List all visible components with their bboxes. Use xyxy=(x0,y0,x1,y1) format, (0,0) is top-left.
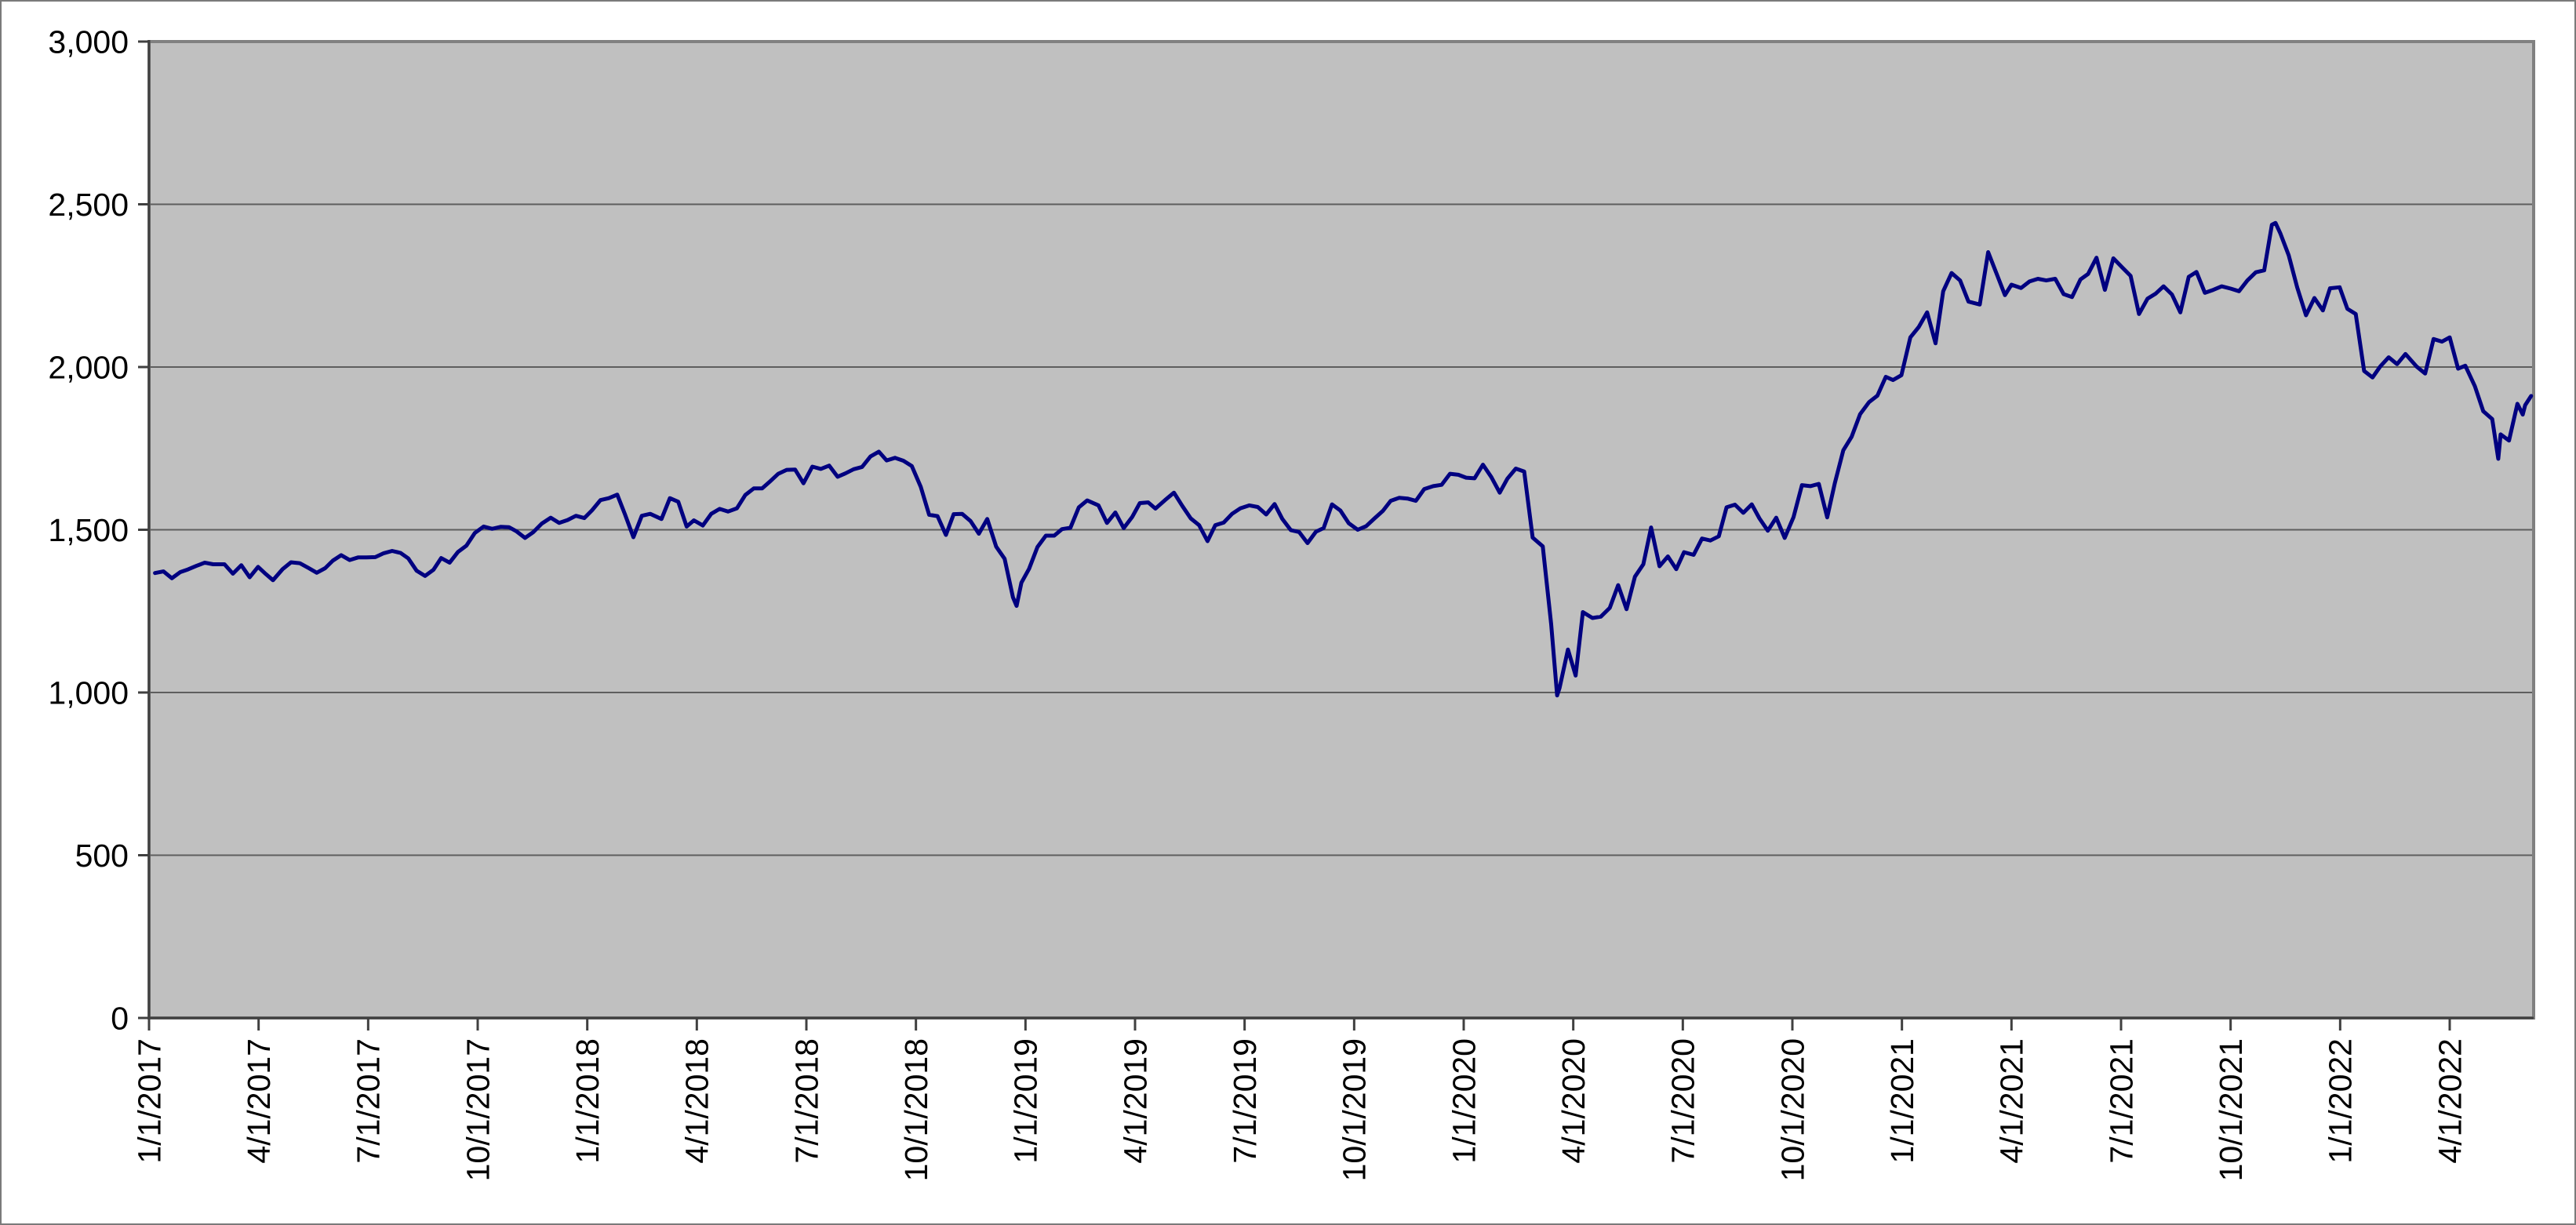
x-axis-tick-label: 7/1/2017 xyxy=(351,1038,387,1164)
x-axis-tick-label: 10/1/2020 xyxy=(1774,1038,1810,1181)
axes xyxy=(138,40,2534,1031)
x-axis-tick-label: 1/1/2017 xyxy=(131,1038,167,1164)
x-axis-tick-label: 10/1/2021 xyxy=(2213,1038,2249,1181)
x-axis-tick-label: 4/1/2021 xyxy=(1994,1038,2030,1164)
x-axis-tick-label: 10/1/2018 xyxy=(898,1038,934,1181)
gridlines xyxy=(149,203,2534,856)
x-axis-tick-label: 1/1/2018 xyxy=(569,1038,606,1164)
x-axis-tick-label: 10/1/2017 xyxy=(460,1038,496,1181)
y-axis-tick-label: 2,000 xyxy=(48,349,129,385)
x-axis-tick-label: 7/1/2018 xyxy=(788,1038,824,1164)
x-axis-tick-label: 4/1/2020 xyxy=(1555,1038,1592,1164)
y-axis-tick-label: 0 xyxy=(111,1000,129,1036)
y-axis-tick-label: 2,500 xyxy=(48,187,129,223)
y-axis-labels: 0 500 1,000 1,500 2,000 2,500 3,000 xyxy=(48,24,129,1036)
data-series-line xyxy=(153,220,2534,698)
x-axis-tick-label: 7/1/2020 xyxy=(1665,1038,1701,1164)
x-axis-tick-label: 4/1/2017 xyxy=(241,1038,277,1164)
x-axis-tick-label: 1/1/2022 xyxy=(2323,1038,2359,1164)
x-axis-tick-label: 7/1/2019 xyxy=(1227,1038,1263,1164)
x-axis-tick-label: 4/1/2018 xyxy=(679,1038,715,1164)
x-axis-tick-label: 7/1/2021 xyxy=(2103,1038,2139,1164)
y-axis-tick-label: 1,500 xyxy=(48,512,129,548)
x-axis-tick-label: 1/1/2020 xyxy=(1446,1038,1482,1164)
x-axis-tick-label: 1/1/2019 xyxy=(1008,1038,1044,1164)
y-axis-tick-label: 500 xyxy=(75,838,129,874)
x-axis-labels: 1/1/2017 4/1/2017 7/1/2017 10/1/2017 1/1/201… xyxy=(131,1038,2468,1181)
x-axis-tick-label: 4/1/2019 xyxy=(1117,1038,1153,1164)
x-axis-tick-label: 1/1/2021 xyxy=(1884,1038,1920,1164)
x-axis-tick-label: 10/1/2019 xyxy=(1337,1038,1373,1181)
y-axis-tick-label: 1,000 xyxy=(48,674,129,711)
x-axis-tick-label: 4/1/2022 xyxy=(2432,1038,2468,1164)
y-axis-tick-label: 3,000 xyxy=(48,24,129,60)
